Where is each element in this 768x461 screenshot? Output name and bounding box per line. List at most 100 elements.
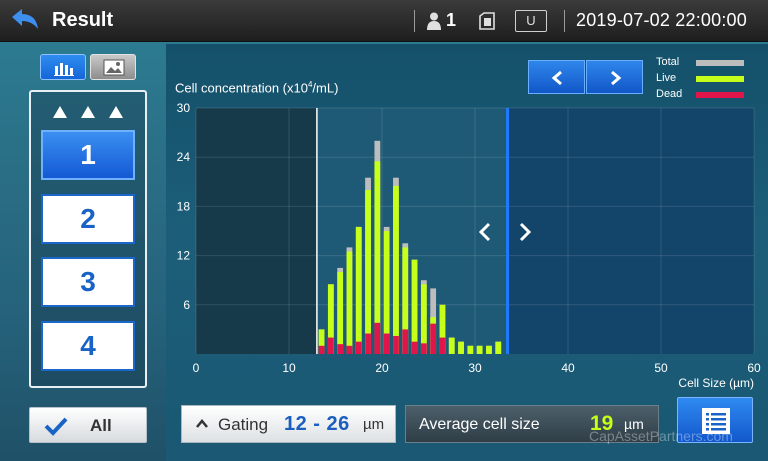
bar-dead <box>393 335 399 354</box>
top-bar: Result 1 U 2019-07-02 22:00:00 <box>0 0 768 42</box>
previous-button[interactable] <box>528 60 585 94</box>
image-view-button[interactable] <box>90 54 136 80</box>
bar-live <box>346 251 353 354</box>
x-tick-label: 30 <box>468 361 482 375</box>
x-tick-label: 40 <box>561 361 575 375</box>
bar-live <box>327 284 334 354</box>
bar-dead <box>365 333 371 354</box>
bar-dead <box>420 343 427 354</box>
x-tick-label: 50 <box>654 361 668 375</box>
legend-item-dead: Dead <box>656 88 752 102</box>
bar-live <box>402 247 409 354</box>
select-all-label: All <box>90 416 112 435</box>
average-unit: µm <box>624 416 644 432</box>
sample-button-1[interactable]: 1 <box>41 130 135 180</box>
bar-live <box>439 304 446 354</box>
divider <box>564 10 565 32</box>
bar-live <box>337 272 344 354</box>
sample-button-2[interactable]: 2 <box>41 194 135 244</box>
sample-navigation <box>528 60 644 94</box>
sd-card-icon <box>479 12 495 30</box>
back-arrow-icon[interactable] <box>8 7 42 35</box>
gating-unit: µm <box>363 416 385 433</box>
bar-live <box>355 226 362 354</box>
bar-dead <box>430 323 437 354</box>
date-time: 2019-07-02 22:00:00 <box>576 10 747 30</box>
bar-live <box>365 190 371 354</box>
chart-view-button[interactable] <box>40 54 86 80</box>
bar-live <box>318 329 325 354</box>
y-tick-label: 12 <box>177 249 191 263</box>
average-value: 19 <box>590 412 614 435</box>
bar-dead <box>383 333 390 354</box>
y-tick-label: 18 <box>177 199 191 213</box>
bar-live <box>383 231 390 354</box>
usb-status-indicator: U <box>515 10 547 32</box>
gating-range: 12 - 26 <box>284 413 350 435</box>
bar-dead <box>374 322 381 354</box>
gating-label: Gating <box>218 415 269 434</box>
divider <box>414 10 415 32</box>
bar-dead <box>402 329 409 354</box>
checkmark-icon <box>44 417 68 436</box>
bar-dead <box>439 337 446 354</box>
report-button[interactable] <box>677 397 753 443</box>
select-all-button[interactable]: All <box>29 407 147 443</box>
chevron-up-icon <box>196 419 208 428</box>
bar-live <box>411 259 418 354</box>
chevron-right-icon <box>611 70 622 86</box>
legend-swatch <box>696 92 744 98</box>
bar-chart-icon <box>54 63 74 76</box>
bar-dead <box>327 337 334 354</box>
plot-area-right <box>507 108 754 354</box>
bar-dead <box>411 341 418 354</box>
x-tick-label: 60 <box>747 361 761 375</box>
gate-move-left-icon[interactable] <box>475 220 495 244</box>
gate-move-right-icon[interactable] <box>515 220 535 244</box>
list-report-icon <box>702 408 730 434</box>
page-title: Result <box>52 9 114 31</box>
bar-live <box>420 284 427 354</box>
y-tick-label: 24 <box>177 150 191 164</box>
legend-label: Total <box>656 56 680 68</box>
user-count: 1 <box>446 10 457 30</box>
bar-live <box>393 185 399 354</box>
image-icon <box>103 59 125 76</box>
bar-live <box>458 341 464 354</box>
chevron-left-icon <box>551 70 562 86</box>
y-tick-label: 6 <box>183 298 190 312</box>
chart-legend: Total Live Dead <box>656 56 752 104</box>
bar-live <box>476 345 483 354</box>
bar-dead <box>337 344 344 354</box>
bar-live <box>448 337 455 354</box>
scroll-up-icon[interactable] <box>51 104 127 120</box>
gating-control[interactable]: Gating 12 - 26 µm <box>181 405 396 443</box>
bar-dead <box>318 345 325 354</box>
x-tick-label: 0 <box>193 361 200 375</box>
legend-label: Live <box>656 72 677 84</box>
plot-area-left <box>196 108 317 354</box>
sample-selector: 1 2 3 4 <box>29 90 147 388</box>
next-button[interactable] <box>586 60 643 94</box>
legend-item-total: Total <box>656 56 752 70</box>
user-icon <box>427 12 441 30</box>
legend-item-live: Live <box>656 72 752 86</box>
y-axis-label: Cell concentration (x104/mL) <box>175 80 339 96</box>
watermark: CapAssetPartners.com <box>589 428 733 444</box>
bar-dead <box>346 345 353 354</box>
bar-dead <box>355 341 362 354</box>
average-label: Average cell size <box>419 416 540 433</box>
sample-button-4[interactable]: 4 <box>41 321 135 371</box>
bar-live <box>374 161 381 354</box>
sample-button-3[interactable]: 3 <box>41 257 135 307</box>
y-tick-label: 30 <box>177 101 191 115</box>
x-tick-label: 10 <box>282 361 296 375</box>
bar-live <box>467 345 474 354</box>
x-axis-label: Cell Size (µm) <box>678 376 754 390</box>
legend-label: Dead <box>656 88 683 100</box>
bar-live <box>495 341 502 354</box>
bar-live <box>486 345 492 354</box>
x-tick-label: 20 <box>375 361 389 375</box>
legend-swatch <box>696 76 744 82</box>
